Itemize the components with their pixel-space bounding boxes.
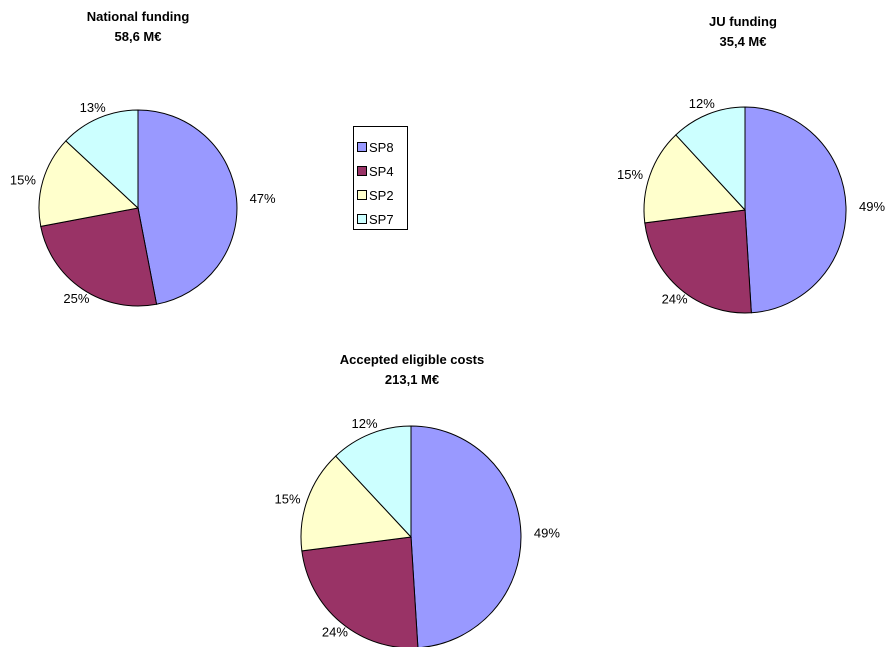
chart-title-eligible-main: Accepted eligible costs bbox=[339, 352, 485, 367]
pie-slice-national-sp4 bbox=[40, 207, 158, 307]
pie-eligible: 49% 24% 15% 12% bbox=[274, 416, 560, 647]
chart-title-ju-main: JU funding bbox=[709, 14, 777, 29]
chart-title-eligible-sub: 213,1 M€ bbox=[384, 372, 440, 387]
pie-label-national-sp7: 13% bbox=[80, 100, 106, 115]
chart-title-national-sub: 58,6 M€ bbox=[114, 29, 162, 44]
legend-label-sp8: SP8 bbox=[369, 139, 394, 155]
pie-label-eligible-sp4: 24% bbox=[322, 625, 348, 640]
pie-slice-eligible-sp7 bbox=[334, 425, 412, 539]
pie-label-eligible-sp7: 12% bbox=[351, 416, 377, 431]
chart-title-ju: JU funding 35,4 M€ bbox=[643, 12, 843, 52]
pie-label-ju-sp8: 49% bbox=[859, 199, 885, 214]
pie-slice-ju-sp7 bbox=[675, 106, 746, 212]
pie-label-eligible-sp2: 15% bbox=[274, 491, 300, 506]
pie-label-national-sp2: 15% bbox=[10, 173, 36, 188]
legend-swatch-sp8 bbox=[357, 142, 367, 152]
legend-item-sp2: SP2 bbox=[354, 183, 407, 207]
legend-label-sp4: SP4 bbox=[369, 163, 394, 179]
legend: SP8 SP4 SP2 SP7 bbox=[353, 126, 408, 230]
pie-slice-ju-sp4 bbox=[644, 209, 752, 314]
pie-slice-national-sp8 bbox=[137, 109, 238, 305]
pie-slice-national-sp7 bbox=[65, 109, 139, 210]
pie-ju: 49% 24% 15% 12% bbox=[617, 96, 885, 314]
legend-item-sp7: SP7 bbox=[354, 207, 407, 231]
pie-slice-eligible-sp8 bbox=[410, 425, 522, 647]
legend-item-sp4: SP4 bbox=[354, 159, 407, 183]
legend-label-sp2: SP2 bbox=[369, 187, 394, 203]
pie-slice-eligible-sp2 bbox=[300, 455, 413, 552]
pie-label-ju-sp7: 12% bbox=[689, 96, 715, 111]
pie-label-ju-sp2: 15% bbox=[617, 167, 643, 182]
chart-title-eligible: Accepted eligible costs 213,1 M€ bbox=[262, 350, 562, 390]
pie-label-national-sp4: 25% bbox=[63, 291, 89, 306]
legend-label-sp7: SP7 bbox=[369, 211, 394, 227]
pie-slice-ju-sp2 bbox=[643, 134, 747, 224]
legend-swatch-sp2 bbox=[357, 190, 367, 200]
legend-item-sp8: SP8 bbox=[354, 135, 407, 159]
chart-title-national: National funding 58,6 M€ bbox=[38, 7, 238, 47]
chart-title-national-main: National funding bbox=[86, 9, 190, 24]
pie-slice-ju-sp8 bbox=[744, 106, 847, 314]
pie-national: 47% 25% 15% 13% bbox=[10, 100, 276, 307]
chart-title-ju-sub: 35,4 M€ bbox=[719, 34, 767, 49]
pie-label-eligible-sp8: 49% bbox=[534, 526, 560, 541]
pie-label-national-sp8: 47% bbox=[250, 191, 276, 206]
pie-slice-eligible-sp4 bbox=[301, 536, 419, 647]
legend-swatch-sp4 bbox=[357, 166, 367, 176]
pie-slice-national-sp2 bbox=[38, 140, 140, 227]
legend-swatch-sp7 bbox=[357, 214, 367, 224]
pie-label-ju-sp4: 24% bbox=[662, 291, 688, 306]
